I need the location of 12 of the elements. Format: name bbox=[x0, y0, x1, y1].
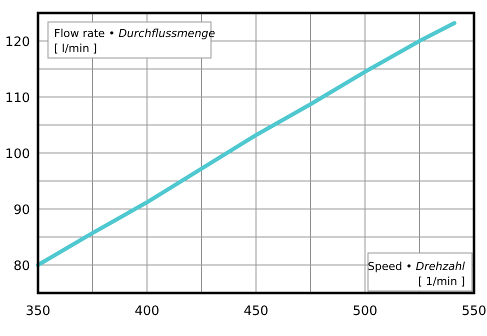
y-tick-label: 100 bbox=[5, 147, 30, 162]
y-tick-label: 120 bbox=[5, 35, 30, 50]
x-tick-label: 350 bbox=[26, 304, 50, 319]
x-axis-title: Speed • Drehzahl [ 1/min ] bbox=[368, 260, 465, 288]
x-tick-label: 400 bbox=[134, 304, 160, 319]
y-tick-label: 80 bbox=[13, 259, 30, 274]
x-tick-label: 450 bbox=[244, 304, 268, 319]
y-tick-label: 90 bbox=[13, 203, 30, 218]
x-tick-label: 500 bbox=[352, 304, 378, 319]
x-tick-label: 550 bbox=[462, 304, 486, 319]
text: Flow rate • Durchflussmenge [ l/min ] bbox=[54, 27, 216, 55]
y-tick-label: 110 bbox=[5, 91, 30, 106]
